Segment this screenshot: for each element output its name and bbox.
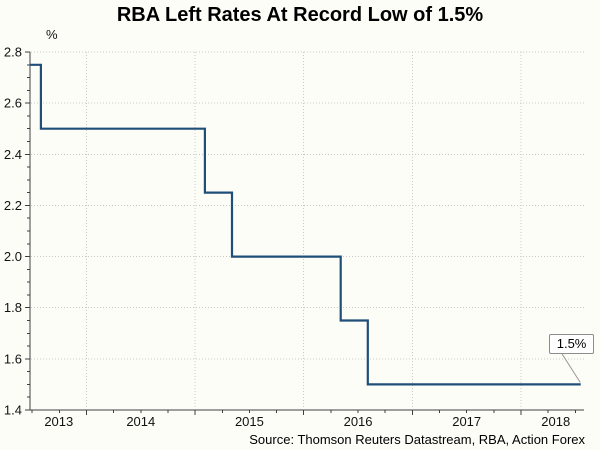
- last-value-callout: 1.5%: [548, 334, 595, 355]
- callout-leader-line: [561, 353, 581, 383]
- y-tick-label: 2.8: [4, 45, 22, 60]
- last-value-label: 1.5%: [556, 336, 587, 352]
- y-tick-label: 1.6: [4, 351, 22, 366]
- y-axis-unit-label: %: [46, 27, 58, 42]
- x-tick-label: 2016: [344, 414, 373, 429]
- chart-title: RBA Left Rates At Record Low of 1.5%: [116, 4, 484, 26]
- x-tick-label: 2017: [452, 414, 481, 429]
- y-tick-label: 1.4: [4, 403, 22, 418]
- rate-step-line: [30, 63, 581, 386]
- x-tick-label: 2014: [126, 414, 155, 429]
- x-tick-label: 2013: [44, 414, 73, 429]
- source-credit: Source: Thomson Reuters Datastream, RBA,…: [249, 432, 585, 447]
- x-tick-label: 2015: [235, 414, 264, 429]
- y-tick-label: 2.4: [4, 147, 22, 162]
- y-tick-label: 1.8: [4, 300, 22, 315]
- y-tick-label: 2.0: [4, 249, 22, 264]
- y-tick-label: 2.6: [4, 96, 22, 111]
- y-tick-label: 2.2: [4, 198, 22, 213]
- x-tick-label: 2018: [541, 414, 570, 429]
